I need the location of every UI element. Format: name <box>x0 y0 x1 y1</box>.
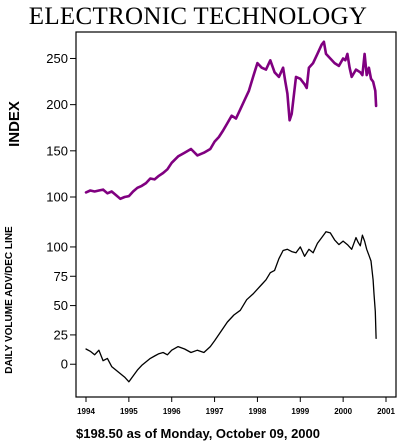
x-tick-label: 1996 <box>163 407 181 416</box>
y-tick-label: 75 <box>54 269 68 284</box>
plot-frame <box>75 31 397 398</box>
x-tick-label: 2001 <box>377 407 395 416</box>
x-tick-label: 1994 <box>77 407 95 416</box>
x-tick-label: 2000 <box>334 407 352 416</box>
y-axis-ticks-adv-dec: 0 25 50 75 100 <box>46 239 76 372</box>
x-tick-label: 1997 <box>206 407 224 416</box>
y-tick-label: 100 <box>46 189 68 204</box>
y-axis-label-index: INDEX <box>6 101 23 147</box>
chart-title: ELECTRONIC TECHNOLOGY <box>29 3 367 30</box>
y-tick-label: 0 <box>61 357 68 372</box>
index-series-line <box>84 40 378 201</box>
y-tick-label: 250 <box>46 51 68 66</box>
y-axis-label-adv-dec: DAILY VOLUME ADV/DEC LINE <box>4 226 15 374</box>
x-tick-label: 1995 <box>120 407 138 416</box>
adv-dec-series-line <box>85 231 377 383</box>
y-tick-label: 50 <box>54 298 68 313</box>
x-axis-ticks: 1994 1995 1996 1997 1998 1999 2000 2001 <box>77 397 395 416</box>
x-tick-label: 1998 <box>249 407 267 416</box>
y-tick-label: 150 <box>46 143 68 158</box>
y-tick-label: 200 <box>46 97 68 112</box>
y-axis-ticks-index: 100 150 200 250 <box>46 51 76 204</box>
y-tick-label: 25 <box>54 327 68 342</box>
chart-footer-price: $198.50 as of Monday, October 09, 2000 <box>76 426 320 441</box>
y-tick-label: 100 <box>46 239 68 254</box>
x-tick-label: 1999 <box>291 407 309 416</box>
